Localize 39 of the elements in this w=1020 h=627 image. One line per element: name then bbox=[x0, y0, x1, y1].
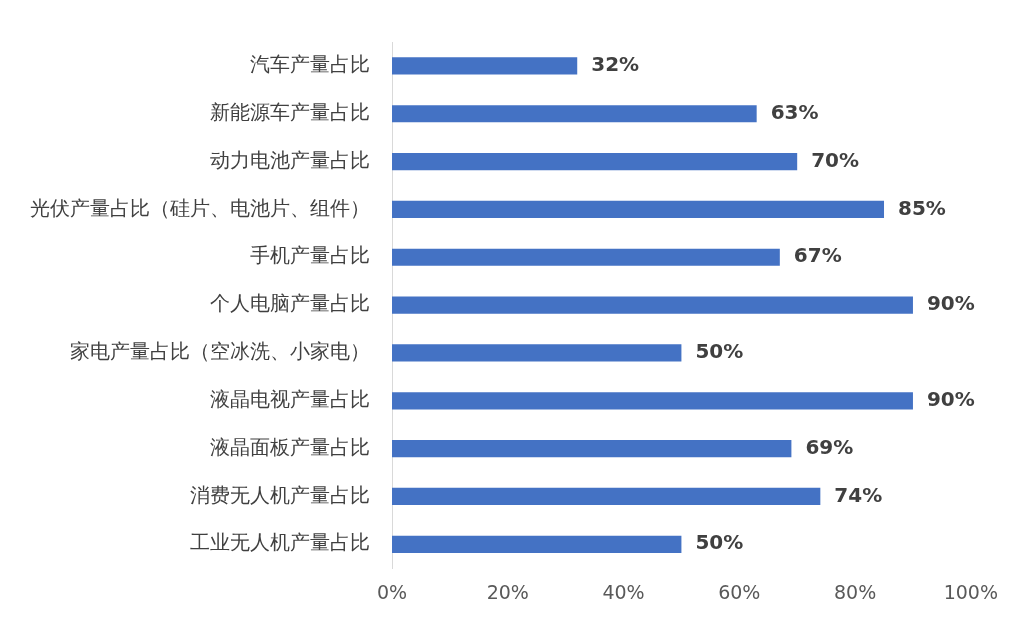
data-label: 69% bbox=[805, 434, 854, 459]
y-tick-label: 液晶面板产量占比 bbox=[210, 434, 370, 459]
bar bbox=[392, 57, 578, 75]
data-label: 63% bbox=[770, 99, 819, 124]
y-tick-label: 手机产量占比 bbox=[250, 243, 370, 268]
x-tick-label: 100% bbox=[943, 580, 998, 603]
bar bbox=[392, 200, 885, 219]
bar bbox=[392, 296, 913, 314]
x-tick-label: 40% bbox=[602, 580, 645, 603]
data-label: 50% bbox=[695, 530, 744, 555]
bar bbox=[392, 152, 798, 171]
y-tick-label: 个人电脑产量占比 bbox=[210, 291, 370, 316]
data-label: 70% bbox=[811, 147, 860, 172]
y-tick-label: 液晶电视产量占比 bbox=[210, 386, 370, 411]
bar bbox=[392, 440, 792, 458]
bar bbox=[392, 535, 682, 553]
y-tick-label: 消费无人机产量占比 bbox=[190, 482, 370, 507]
y-tick-label: 光伏产量占比（硅片、电池片、组件） bbox=[30, 195, 370, 220]
x-tick-label: 80% bbox=[833, 580, 877, 603]
data-label: 50% bbox=[695, 339, 744, 364]
data-label: 90% bbox=[926, 291, 975, 316]
data-label: 67% bbox=[793, 243, 842, 268]
bar bbox=[392, 344, 682, 362]
bar bbox=[392, 487, 821, 506]
y-tick-label: 家电产量占比（空冰洗、小家电） bbox=[70, 339, 370, 364]
y-tick-label: 动力电池产量占比 bbox=[210, 147, 370, 172]
bar bbox=[392, 105, 757, 123]
x-tick-label: 60% bbox=[718, 580, 761, 603]
x-tick-label: 0% bbox=[376, 580, 408, 603]
data-label: 32% bbox=[591, 52, 640, 77]
data-label: 74% bbox=[834, 482, 883, 507]
x-tick-label: 20% bbox=[486, 580, 529, 603]
data-label: 90% bbox=[926, 386, 975, 411]
data-label: 85% bbox=[898, 195, 946, 220]
y-tick-label: 工业无人机产量占比 bbox=[190, 530, 370, 555]
bar bbox=[392, 392, 913, 410]
y-tick-label: 汽车产量占比 bbox=[250, 52, 370, 77]
bar bbox=[392, 248, 780, 266]
y-tick-label: 新能源车产量占比 bbox=[210, 99, 370, 124]
